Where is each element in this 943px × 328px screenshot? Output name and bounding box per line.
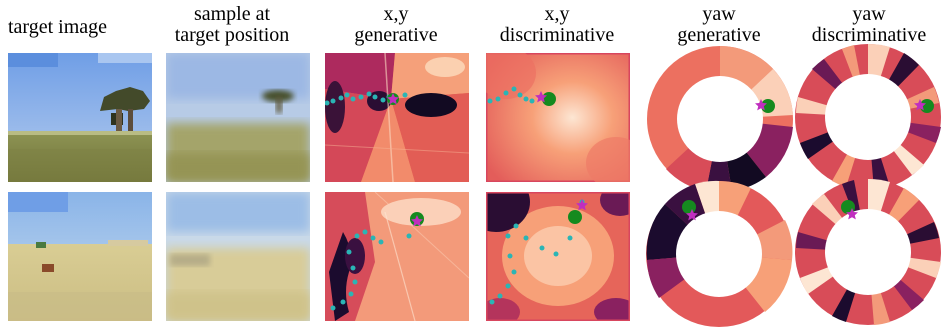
header-yaw-generative: yaw generative [644,4,794,46]
row1-yaw-discriminative-ring [794,43,942,191]
header-yaw-discriminative: yaw discriminative [794,4,943,46]
header-yaw-disc-line2: discriminative [811,24,927,46]
header-xy-gen-line1: x,y [383,3,409,25]
header-yaw-gen-line1: yaw [702,3,736,25]
header-sample-line1: sample at [193,3,271,25]
header-xy-disc-line1: x,y [544,3,570,25]
row1-yaw-generative-ring [646,45,794,193]
header-yaw-disc-line1: yaw [852,3,886,25]
row2-yaw-generative-ring [645,180,793,328]
header-xy-generative: x,y generative [318,4,474,46]
header-xy-disc-line2: discriminative [499,24,615,46]
row2-xy-discriminative-heatmap [486,192,630,321]
row2-yaw-discriminative-ring [794,178,942,326]
header-xy-gen-line2: generative [354,24,438,46]
row1-sample-at-target [166,53,310,182]
row1-xy-generative-heatmap [325,53,469,182]
row2-sample-at-target [166,192,310,321]
header-target-image: target image [8,17,107,38]
header-target-image-text: target image [8,16,108,38]
row1-target-image [8,53,152,182]
row2-target-image [8,192,152,321]
row2-xy-generative-heatmap [325,192,469,321]
header-sample-line2: target position [174,24,290,46]
row1-xy-discriminative-heatmap [486,53,630,182]
header-sample: sample at target position [152,4,312,46]
header-yaw-gen-line2: generative [677,24,761,46]
header-xy-discriminative: x,y discriminative [482,4,632,46]
